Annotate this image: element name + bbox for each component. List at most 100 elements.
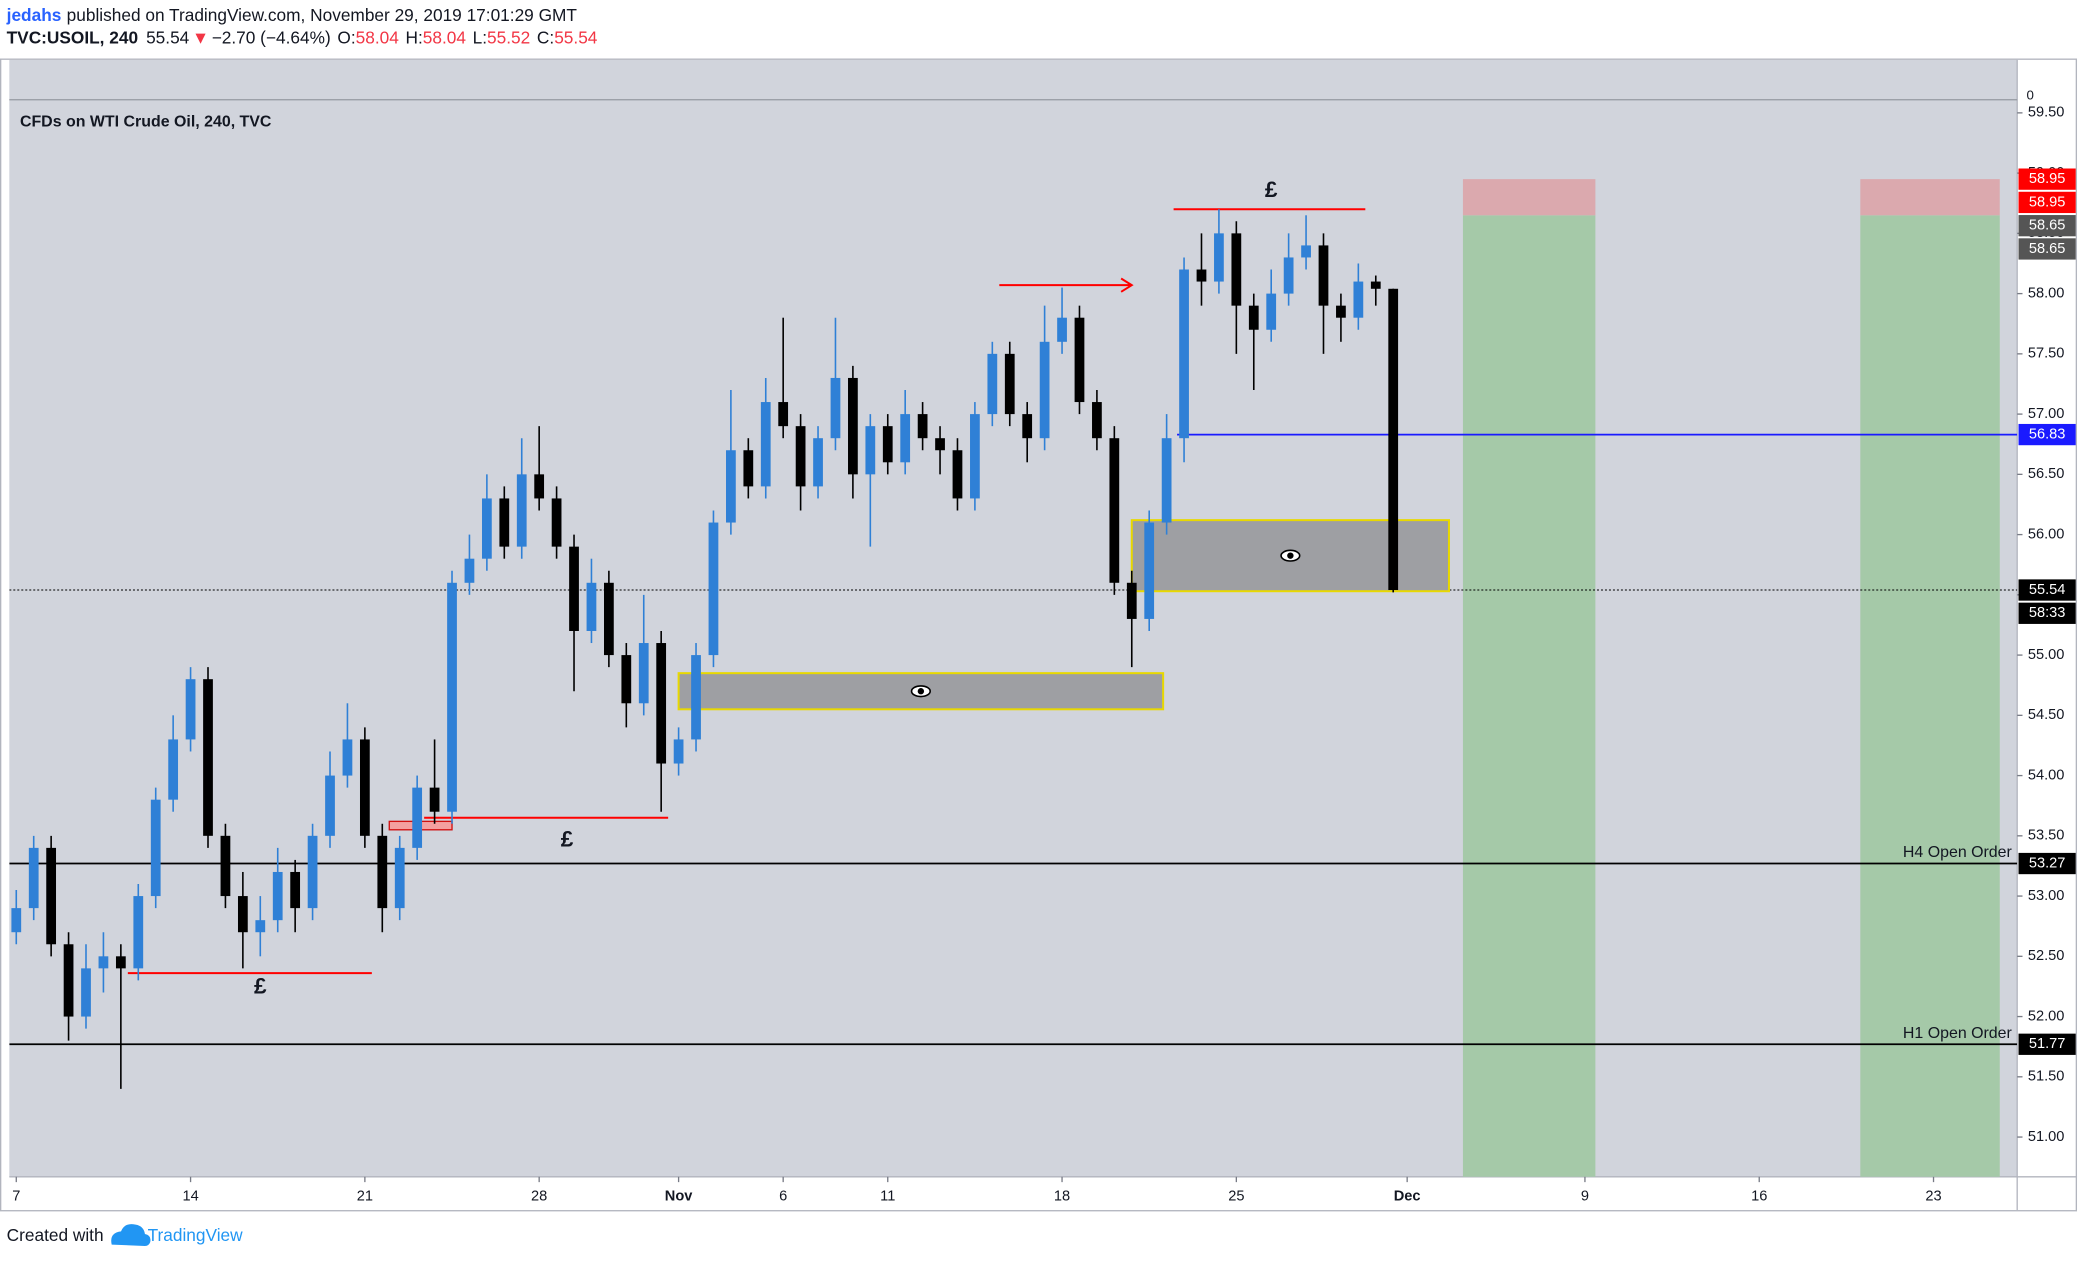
y-tick-label: 59.50 <box>2028 105 2065 121</box>
price-label: 58:33 <box>2029 605 2066 621</box>
candle-body <box>203 679 213 836</box>
candle-body <box>394 847 405 909</box>
annotation: £ <box>561 827 574 852</box>
candle-body <box>1388 288 1399 591</box>
candle-body <box>1283 257 1294 294</box>
candle-body <box>1179 269 1189 439</box>
candle-body <box>917 414 928 439</box>
candle-body <box>830 377 841 439</box>
ohlc-key: L: <box>473 27 487 47</box>
candle-body <box>1353 281 1364 318</box>
ohlc-value: 55.54 <box>554 27 598 47</box>
y-tick-label: 53.50 <box>2028 828 2065 844</box>
arrow <box>999 277 1134 293</box>
price-label: 53.27 <box>2029 855 2066 871</box>
candle-body <box>743 450 754 487</box>
publish-line: jedahs published on TradingView.com, Nove… <box>6 5 578 25</box>
candle-body <box>377 835 388 909</box>
x-tick-label: 28 <box>531 1189 547 1205</box>
candle-body <box>882 426 893 463</box>
candle-body <box>1144 522 1155 619</box>
ohlc-key: H: <box>405 27 422 47</box>
candle-body <box>813 438 823 487</box>
candle-body <box>1092 402 1102 439</box>
x-tick-label: Nov <box>665 1189 693 1205</box>
price-label-box <box>2018 579 2076 601</box>
candle-body <box>1109 438 1120 583</box>
annotation: £ <box>1265 177 1278 202</box>
candle-body <box>1231 233 1242 306</box>
x-tick-label: 21 <box>357 1189 373 1205</box>
annotation: £ <box>254 974 267 999</box>
last-price: 55.54 <box>146 27 190 47</box>
candle-body <box>342 739 353 776</box>
candle-body <box>28 847 39 909</box>
change-arrow: ▼ <box>192 27 209 47</box>
y-tick-label: 54.50 <box>2028 707 2065 723</box>
candle-body <box>516 474 527 547</box>
candle-body <box>1196 269 1207 282</box>
candle-body <box>1004 353 1015 415</box>
candle-body <box>255 920 266 933</box>
stop-zone <box>1860 179 2000 216</box>
x-tick-label: 18 <box>1054 1189 1070 1205</box>
candle-body <box>1248 305 1259 330</box>
x-tick-label: 7 <box>12 1189 20 1205</box>
candle-body <box>237 896 248 933</box>
candle-body <box>1301 245 1311 258</box>
candle-body <box>499 498 510 547</box>
x-tick-label: 25 <box>1228 1189 1244 1205</box>
y-tick-label: 51.50 <box>2028 1069 2065 1085</box>
eye-pupil <box>1287 552 1294 559</box>
candle-body <box>900 414 911 463</box>
y-tick-label: 51.00 <box>2028 1129 2065 1145</box>
y-tick-label: 52.50 <box>2028 948 2065 964</box>
candle-body <box>168 739 179 800</box>
x-tick-label: 14 <box>182 1189 198 1205</box>
y-tick-label: 56.00 <box>2028 526 2065 542</box>
ohlc-value: 58.04 <box>423 27 467 47</box>
candle-body <box>429 787 440 812</box>
ohlc-value: 55.52 <box>487 27 530 47</box>
x-tick-label: 23 <box>1925 1189 1941 1205</box>
author[interactable]: jedahs <box>6 5 62 25</box>
line-label: H1 Open Order <box>1903 1025 2013 1042</box>
plot-area <box>9 179 2018 1177</box>
eye-icon <box>1280 549 1301 562</box>
candle-body <box>1161 438 1172 523</box>
candle-body <box>272 871 283 921</box>
candle-body <box>795 426 806 487</box>
candle-body <box>46 847 57 945</box>
candle-body <box>656 643 667 764</box>
candle-body <box>481 498 492 559</box>
candle-body <box>1336 305 1346 318</box>
y-tick-label: 57.50 <box>2028 346 2065 362</box>
symbol: TVC:USOIL, 240 <box>7 27 138 47</box>
candle-body <box>133 896 144 969</box>
candle-body <box>952 450 963 499</box>
ohlc-key: C: <box>537 27 554 47</box>
candle-body <box>150 799 161 897</box>
y-tick-label: 55.00 <box>2028 647 2065 663</box>
candle-body <box>115 956 126 969</box>
price-label-box <box>2018 852 2076 875</box>
footer-brand[interactable]: TradingView <box>148 1225 244 1245</box>
candle-body <box>290 871 301 909</box>
candle-body <box>98 956 109 969</box>
footer-prefix: Created with <box>7 1225 104 1245</box>
x-tick-label: 11 <box>880 1189 895 1205</box>
y-tick-label: 52.00 <box>2028 1008 2065 1024</box>
chart-title: CFDs on WTI Crude Oil, 240, TVC <box>20 114 272 131</box>
chart-frame <box>0 58 2078 1212</box>
x-tick-label: 9 <box>1581 1189 1589 1205</box>
candle-body <box>1318 245 1329 306</box>
candle-body <box>1057 317 1067 342</box>
candle-body <box>1266 293 1277 330</box>
candle-body <box>307 835 318 909</box>
candle-body <box>760 402 771 487</box>
candle-body <box>412 787 423 848</box>
price-label: 51.77 <box>2029 1036 2066 1052</box>
x-tick-label: Dec <box>1394 1189 1421 1205</box>
candle-body <box>464 558 475 583</box>
symbol-line: TVC:USOIL, 240 55.54 ▼ −2.70 (−4.64%) O:58.0… <box>7 27 598 47</box>
